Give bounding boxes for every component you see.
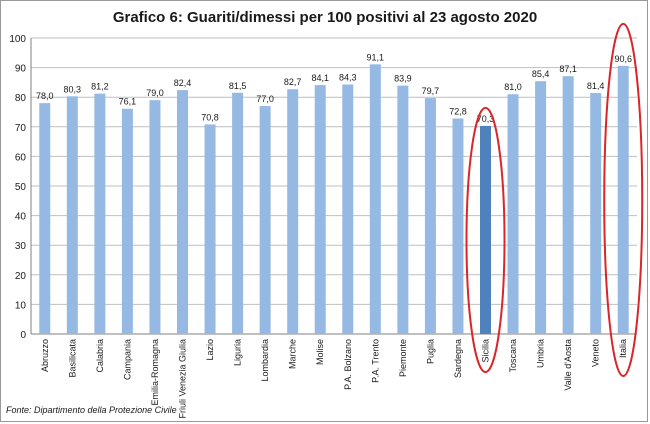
data-label: 84,3 — [339, 72, 357, 82]
bar — [204, 124, 216, 334]
data-label: 77,0 — [256, 94, 274, 104]
x-tick-label: Molise — [315, 339, 325, 365]
y-tick-label: 0 — [20, 330, 26, 341]
x-tick-label: Sicilia — [481, 339, 491, 363]
source-note: Fonte: Dipartimento della Protezione Civ… — [6, 405, 177, 415]
y-tick-label: 100 — [9, 34, 26, 45]
data-label: 81,5 — [229, 81, 247, 91]
x-tick-label: P.A. Trento — [370, 339, 380, 383]
bar — [452, 118, 464, 335]
bar — [617, 65, 629, 334]
x-tick-label: Marche — [288, 339, 298, 369]
data-label: 81,4 — [587, 81, 605, 91]
bar — [314, 85, 326, 335]
bar — [590, 93, 602, 334]
x-tick-label: Puglia — [425, 339, 435, 364]
y-tick-label: 70 — [15, 123, 27, 134]
x-tick-label: Valle d'Aosta — [563, 339, 573, 391]
bar — [507, 94, 519, 335]
bar — [66, 96, 78, 334]
x-tick-label: Lombardia — [260, 339, 270, 382]
x-tick-label: Italia — [618, 339, 628, 358]
y-tick-label: 30 — [15, 241, 27, 252]
x-tick-label: Campania — [122, 339, 132, 380]
y-tick-label: 60 — [15, 152, 27, 163]
highlight-circle — [603, 22, 644, 377]
data-label: 70,8 — [201, 112, 219, 122]
bar — [287, 89, 299, 334]
chart-title: Grafico 6: Guariti/dimessi per 100 posit… — [112, 9, 538, 26]
x-tick-label: Sardegna — [453, 339, 463, 378]
data-label: 79,7 — [422, 86, 440, 96]
bar — [342, 84, 354, 334]
data-label: 87,1 — [559, 64, 577, 74]
bar — [562, 76, 574, 335]
data-label: 81,2 — [91, 82, 109, 92]
bar — [535, 81, 547, 334]
x-tick-label: Abruzzo — [40, 339, 50, 372]
data-label: 81,0 — [504, 82, 522, 92]
data-label: 91,1 — [367, 52, 385, 62]
data-label: 82,4 — [174, 78, 192, 88]
y-tick-label: 20 — [15, 271, 27, 282]
bar — [39, 103, 51, 335]
x-tick-label: Veneto — [591, 339, 601, 367]
data-label: 82,7 — [284, 77, 302, 87]
y-tick-label: 50 — [15, 182, 27, 193]
bar — [424, 98, 436, 334]
data-label: 90,6 — [614, 54, 632, 64]
bar — [149, 100, 161, 334]
x-tick-label: Liguria — [233, 339, 243, 366]
data-label: 85,4 — [532, 69, 550, 79]
bar — [480, 125, 491, 334]
bar — [177, 90, 188, 334]
x-tick-label: Piemonte — [398, 339, 408, 377]
bar — [121, 108, 133, 334]
y-tick-label: 90 — [15, 64, 27, 75]
x-tick-label: Lazio — [205, 339, 215, 361]
bar — [232, 92, 244, 334]
bar — [94, 93, 106, 334]
highlight-circle — [465, 106, 506, 373]
data-label: 72,8 — [449, 107, 467, 117]
y-tick-label: 80 — [15, 93, 27, 104]
bar — [259, 106, 271, 334]
x-tick-label: P.A. Bolzano — [343, 339, 353, 390]
data-label: 70,3 — [477, 114, 495, 124]
y-tick-label: 40 — [15, 212, 27, 223]
data-label: 83,9 — [394, 74, 412, 84]
x-tick-label: Calabria — [95, 339, 105, 373]
data-label: 78,0 — [36, 91, 54, 101]
x-tick-label: Basilicata — [67, 339, 77, 378]
bar — [397, 85, 409, 334]
y-tick-label: 10 — [15, 300, 27, 311]
x-tick-label: Toscana — [508, 339, 518, 373]
data-label: 76,1 — [119, 97, 137, 107]
data-label: 80,3 — [64, 84, 82, 94]
x-tick-label: Friuli Venezia Giulia — [178, 339, 188, 419]
x-tick-label: Emilia-Romagna — [150, 339, 160, 406]
data-label: 84,1 — [311, 73, 329, 83]
x-tick-label: Umbria — [536, 339, 546, 368]
data-label: 79,0 — [146, 88, 164, 98]
bar — [369, 64, 381, 335]
